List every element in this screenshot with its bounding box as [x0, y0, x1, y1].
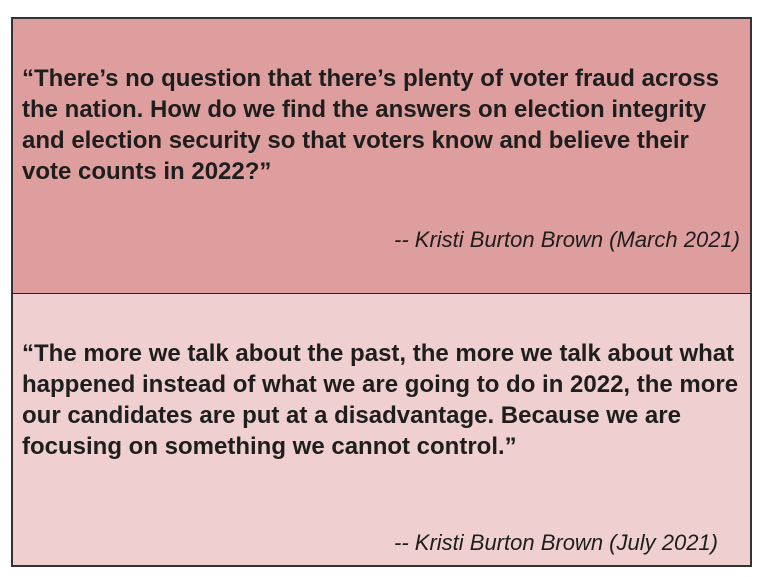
quote-attribution: -- Kristi Burton Brown (July 2021) — [394, 530, 718, 555]
quote-box-march: “There’s no question that there’s plenty… — [11, 17, 752, 294]
quote-text: “The more we talk about the past, the mo… — [22, 340, 739, 460]
quote-box-july: “The more we talk about the past, the mo… — [11, 293, 752, 567]
quote-attribution: -- Kristi Burton Brown (March 2021) — [394, 227, 740, 252]
quote-text: “There’s no question that there’s plenty… — [22, 65, 720, 185]
